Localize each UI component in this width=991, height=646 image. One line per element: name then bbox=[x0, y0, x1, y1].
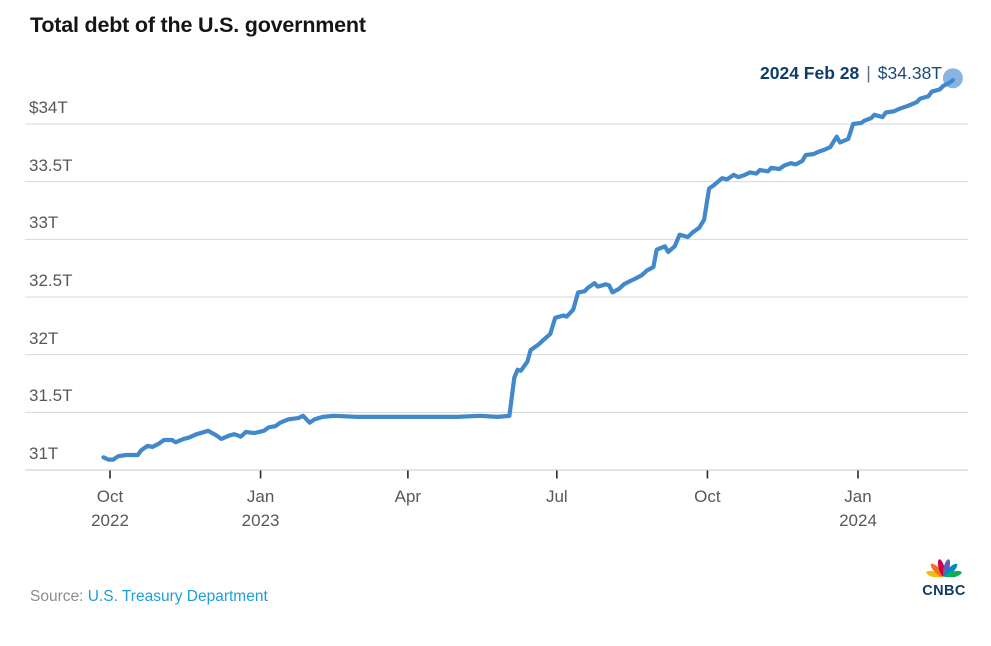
x-axis-label-Oct: Oct bbox=[694, 487, 721, 506]
source-line: Source: U.S. Treasury Department bbox=[30, 588, 268, 606]
y-axis-label-33.5T: 33.5T bbox=[29, 155, 73, 175]
x-axis-tick-marks bbox=[109, 470, 859, 479]
source-prefix: Source: bbox=[30, 588, 84, 605]
chart-title: Total debt of the U.S. government bbox=[30, 13, 366, 37]
annotation-separator: | bbox=[866, 63, 871, 83]
peacock-feather-3 bbox=[942, 559, 951, 577]
peacock-feather-4 bbox=[944, 563, 958, 577]
peacock-feather-1 bbox=[930, 563, 944, 577]
x-axis-label-Oct-2022: Oct 2022 bbox=[91, 487, 129, 530]
cnbc-wordmark: CNBC bbox=[922, 583, 966, 599]
x-axis-label-Jan-2024: Jan 2024 bbox=[839, 487, 877, 530]
debt-line-series bbox=[101, 78, 955, 462]
gridlines bbox=[25, 123, 968, 471]
annotation-value: $34.38T bbox=[877, 63, 942, 83]
cnbc-logo: CNBC bbox=[917, 558, 971, 599]
latest-value-annotation: 2024 Feb 28 | $34.38T bbox=[760, 63, 942, 84]
y-axis-label-33T: 33T bbox=[29, 213, 59, 233]
x-axis-label-Apr: Apr bbox=[394, 487, 422, 506]
y-axis-label-32.5T: 32.5T bbox=[29, 271, 73, 290]
x-axis-label-Jan-2023: Jan 2023 bbox=[241, 487, 280, 530]
y-axis-label-32T: 32T bbox=[29, 328, 59, 348]
y-axis-label-$34T: $34T bbox=[29, 98, 68, 117]
peacock-icon bbox=[926, 559, 962, 579]
x-axis-label-Jul: Jul bbox=[545, 487, 568, 506]
y-axis-label-31T: 31T bbox=[29, 444, 59, 463]
peacock-feather-0 bbox=[926, 570, 944, 579]
source-link[interactable]: U.S. Treasury Department bbox=[87, 588, 268, 605]
annotation-date: 2024 Feb 28 bbox=[760, 63, 860, 83]
y-axis-label-31.5T: 31.5T bbox=[29, 386, 73, 406]
peacock-feather-5 bbox=[944, 570, 962, 579]
